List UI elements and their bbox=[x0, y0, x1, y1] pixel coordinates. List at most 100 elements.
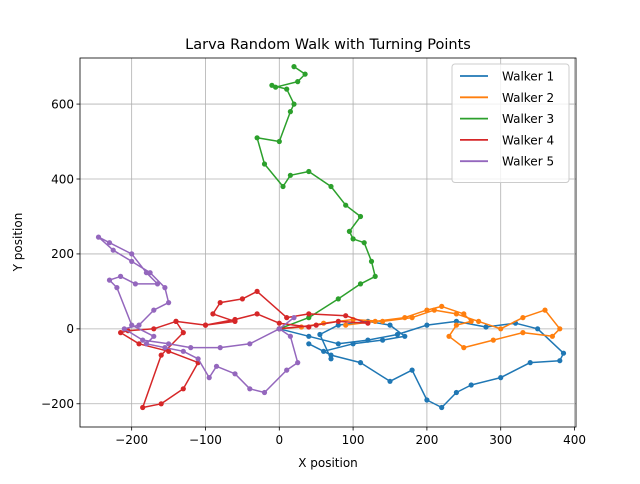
data-point bbox=[287, 333, 293, 339]
y-axis-label: Y position bbox=[11, 213, 25, 273]
data-point bbox=[306, 324, 312, 330]
data-point bbox=[129, 251, 135, 257]
data-point bbox=[302, 71, 308, 77]
data-point bbox=[557, 326, 563, 332]
data-point bbox=[284, 86, 290, 92]
data-point bbox=[461, 311, 467, 317]
data-point bbox=[276, 326, 282, 332]
series-line bbox=[279, 305, 561, 349]
x-tick-label: 400 bbox=[563, 433, 586, 447]
x-tick-label: 300 bbox=[489, 433, 512, 447]
data-point bbox=[306, 333, 312, 339]
data-point bbox=[254, 288, 260, 294]
tick-layer: −200 −100 0 100 200 300 400 −200 0 200 400 600 bbox=[41, 97, 586, 447]
data-point bbox=[273, 84, 279, 90]
x-tick-label: −200 bbox=[115, 433, 148, 447]
data-point bbox=[453, 318, 459, 324]
data-point bbox=[542, 307, 548, 313]
data-point bbox=[520, 315, 526, 321]
data-point bbox=[306, 168, 312, 175]
data-point bbox=[557, 358, 563, 364]
legend-label: Walker 4 bbox=[502, 133, 554, 147]
data-point bbox=[147, 270, 153, 276]
data-point bbox=[321, 348, 327, 354]
data-point bbox=[446, 333, 452, 339]
data-point bbox=[409, 315, 415, 321]
data-point bbox=[461, 345, 467, 351]
data-point bbox=[143, 270, 149, 276]
data-point bbox=[335, 296, 341, 302]
data-point bbox=[350, 236, 356, 242]
data-point bbox=[295, 360, 301, 366]
x-tick-label: 200 bbox=[415, 433, 438, 447]
data-point bbox=[151, 307, 157, 313]
data-point bbox=[361, 240, 367, 246]
data-point bbox=[387, 378, 393, 384]
data-point bbox=[180, 330, 186, 336]
data-point bbox=[431, 307, 437, 313]
data-point bbox=[380, 318, 386, 324]
data-point bbox=[527, 360, 533, 366]
data-point bbox=[424, 307, 430, 313]
data-point bbox=[476, 318, 482, 324]
data-point bbox=[210, 311, 216, 317]
data-point bbox=[232, 371, 238, 377]
data-point bbox=[151, 326, 157, 332]
x-tick-label: 0 bbox=[275, 433, 283, 447]
data-point bbox=[468, 318, 474, 324]
data-point bbox=[291, 101, 297, 107]
data-point bbox=[306, 315, 312, 321]
data-point bbox=[535, 326, 541, 332]
data-point bbox=[106, 240, 113, 246]
data-point bbox=[95, 234, 102, 240]
data-point bbox=[335, 341, 341, 347]
legend-label: Walker 1 bbox=[502, 70, 554, 84]
data-point bbox=[143, 341, 149, 347]
data-point bbox=[424, 322, 430, 328]
data-point bbox=[287, 172, 293, 178]
data-point bbox=[173, 318, 179, 324]
data-point bbox=[357, 213, 364, 220]
series-walker-2 bbox=[276, 303, 563, 351]
legend-label: Walker 5 bbox=[502, 155, 554, 169]
y-tick-label: 600 bbox=[51, 97, 74, 111]
data-point bbox=[254, 135, 260, 141]
data-point bbox=[217, 300, 223, 306]
data-point bbox=[114, 285, 120, 291]
data-point bbox=[129, 258, 135, 264]
data-point bbox=[357, 360, 364, 366]
data-point bbox=[490, 337, 496, 343]
data-point bbox=[549, 333, 556, 339]
plot-frame bbox=[79, 57, 577, 428]
data-point bbox=[180, 348, 186, 354]
data-point bbox=[254, 311, 260, 317]
data-point bbox=[136, 322, 142, 328]
data-point bbox=[261, 161, 268, 167]
data-point bbox=[154, 281, 161, 287]
data-point bbox=[291, 64, 297, 70]
data-point bbox=[213, 363, 220, 369]
data-point bbox=[162, 345, 168, 351]
data-point bbox=[188, 345, 194, 351]
data-point bbox=[368, 258, 375, 264]
legend-label: Walker 3 bbox=[502, 112, 554, 126]
chart-title: Larva Random Walk with Turning Points bbox=[185, 37, 471, 53]
series-walker-1 bbox=[276, 318, 567, 411]
data-point bbox=[387, 322, 393, 328]
data-point bbox=[158, 352, 164, 358]
data-point bbox=[498, 375, 504, 381]
data-point bbox=[328, 356, 334, 362]
data-point bbox=[287, 109, 293, 115]
data-point bbox=[498, 326, 504, 332]
data-point bbox=[280, 183, 286, 190]
x-axis-label: X position bbox=[298, 456, 358, 470]
data-point bbox=[409, 367, 415, 373]
series-layer bbox=[95, 64, 567, 411]
y-tick-label: −200 bbox=[41, 397, 74, 411]
data-point bbox=[328, 183, 334, 190]
data-point bbox=[106, 277, 113, 283]
data-point bbox=[402, 315, 408, 321]
y-tick-label: 400 bbox=[51, 172, 74, 186]
